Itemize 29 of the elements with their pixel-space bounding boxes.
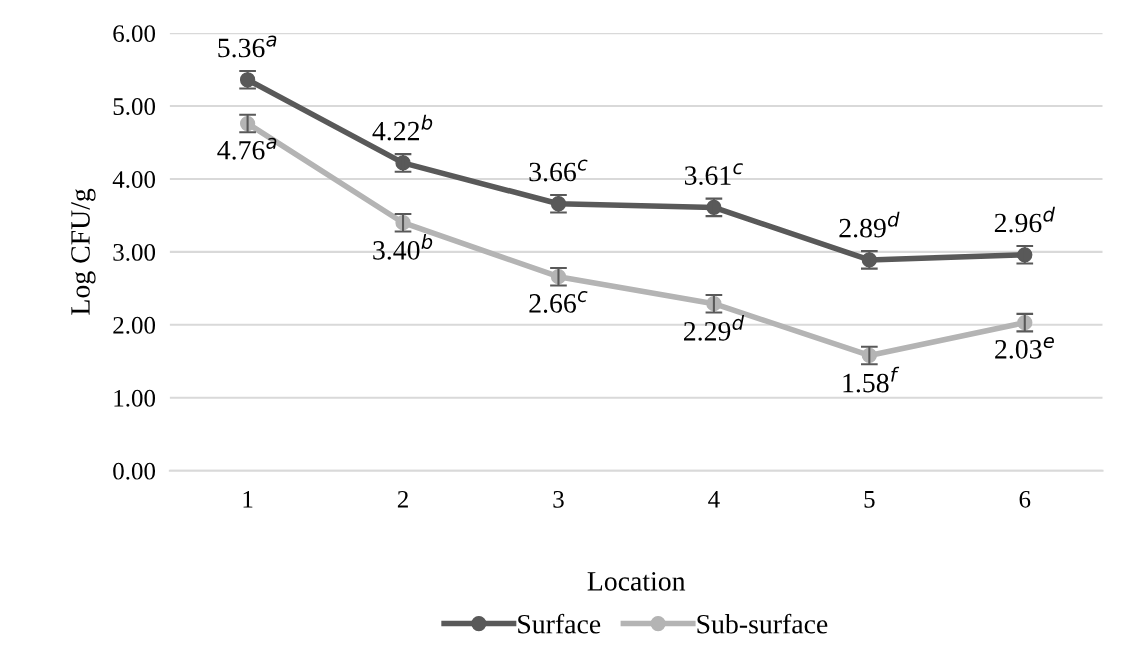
y-axis-title: Log CFU/g	[71, 188, 96, 315]
data-label: 2.89$^{d}$	[839, 211, 900, 238]
y-tick-label: 6.00	[113, 25, 156, 43]
data-label: 3.40$^{b}$	[373, 234, 433, 260]
x-tick-label: 6	[1019, 490, 1031, 508]
x-tick-label: 5	[864, 491, 875, 508]
y-tick-label: 1.00	[114, 389, 156, 407]
data-label: 2.03$^{e}$	[995, 336, 1054, 359]
y-tick-label: 0.00	[113, 462, 156, 480]
y-tick-label: 4.00	[112, 171, 156, 188]
data-label: 2.29$^{d}$	[684, 314, 745, 341]
y-tick-label: 3.00	[113, 243, 156, 261]
data-label: 4.76$^{a}$	[217, 137, 277, 160]
data-label: 5.36$^{a}$	[218, 35, 277, 58]
data-label: 3.66$^{c}$	[529, 159, 588, 182]
y-tick-label: 2.00	[113, 316, 156, 334]
data-label: 4.22$^{b}$	[372, 114, 433, 141]
data-label: 1.58$^{f}$	[843, 366, 900, 393]
data-label: 3.61$^{c}$	[684, 163, 743, 186]
legend-label: Surface	[518, 613, 601, 634]
x-tick-label: 2	[397, 490, 408, 508]
x-tick-label: 4	[708, 491, 720, 508]
data-label: 2.96$^{d}$	[994, 206, 1055, 233]
x-tick-label: 1	[243, 490, 253, 508]
y-tick-label: 5.00	[113, 98, 156, 116]
x-tick-label: 3	[553, 490, 564, 508]
x-axis-title: Location	[587, 572, 686, 591]
data-label: 2.66$^{c}$	[529, 290, 588, 313]
legend-label: Sub-surface	[697, 613, 828, 634]
